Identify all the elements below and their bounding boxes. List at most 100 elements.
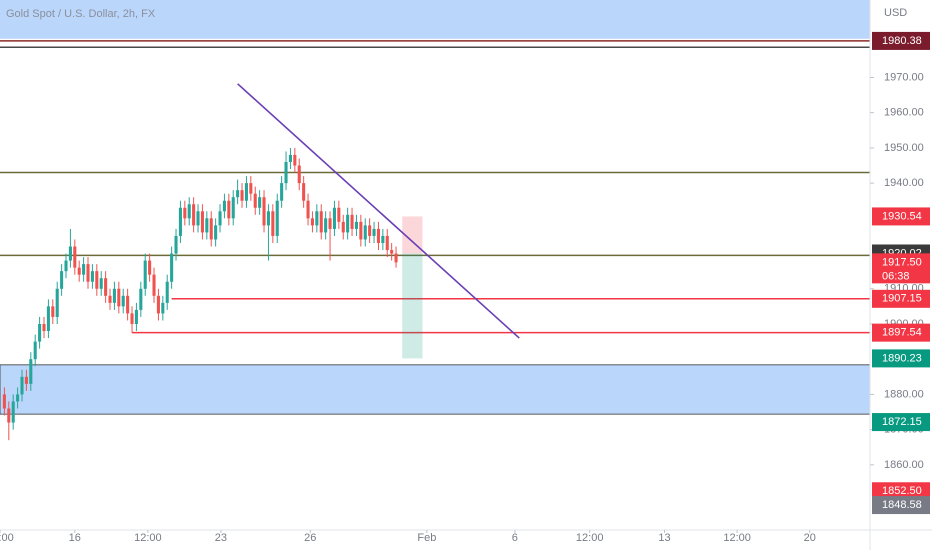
y-tick-label: 1970.00 <box>884 71 924 83</box>
candle-body <box>90 271 94 282</box>
x-tick-label: 12:00 <box>0 532 14 544</box>
x-tick-label: 23 <box>215 532 227 544</box>
price-badge <box>872 31 930 50</box>
price-badge <box>872 482 930 501</box>
candle-body <box>143 260 147 289</box>
candle-body <box>139 288 143 310</box>
candle-body <box>363 225 367 240</box>
candle-body <box>148 260 152 275</box>
chart-title: Gold Spot / U.S. Dollar, 2h, FX <box>6 8 156 20</box>
candle-body <box>231 197 235 219</box>
candle-body <box>341 221 345 233</box>
candle-body <box>29 359 33 384</box>
x-tick-label: 12:00 <box>134 532 162 544</box>
candle-body <box>51 306 55 317</box>
candle-body <box>108 295 112 303</box>
candle-body <box>218 211 222 226</box>
x-tick-label: 12:00 <box>576 532 604 544</box>
candle-body <box>222 200 226 212</box>
candle-body <box>178 207 182 236</box>
price-badge <box>872 349 930 368</box>
price-badge-label: 1917.50 <box>882 256 922 268</box>
price-badge-label: 1907.15 <box>882 293 922 305</box>
candle-body <box>170 253 174 282</box>
candle-body <box>126 295 130 314</box>
candle-body <box>130 313 134 324</box>
candle-body <box>55 288 59 317</box>
candle-body <box>376 228 380 243</box>
candle-body <box>156 295 160 314</box>
candle-body <box>293 154 297 166</box>
candle-body <box>187 204 191 219</box>
price-badge <box>872 496 930 515</box>
candle-body <box>86 264 90 282</box>
candle-body <box>121 295 125 307</box>
candle-body <box>196 211 200 226</box>
price-badge-label: 1872.15 <box>882 416 922 428</box>
candle-body <box>319 211 323 233</box>
candle-body <box>165 281 169 303</box>
candle-body <box>288 154 292 162</box>
candle-body <box>64 260 68 272</box>
candle-body <box>117 288 121 307</box>
x-tick-label: Feb <box>417 532 436 544</box>
candle-body <box>350 214 354 229</box>
candle-body <box>16 394 20 402</box>
candle-body <box>236 190 240 198</box>
price-badge-label: 1980.38 <box>882 35 922 47</box>
candle-body <box>359 221 363 240</box>
price-badge <box>872 323 930 342</box>
candle-body <box>302 183 306 201</box>
candle-body <box>310 218 314 226</box>
y-tick-label: 1880.00 <box>884 388 924 400</box>
y-tick-label: 1950.00 <box>884 142 924 154</box>
price-badge <box>872 413 930 432</box>
price-badge-label: 1852.50 <box>882 485 922 497</box>
candle-body <box>104 278 108 296</box>
candle-body <box>20 376 24 395</box>
candle-body <box>337 207 341 222</box>
candle-body <box>112 288 116 303</box>
price-badge-timer: 06:38 <box>882 270 910 282</box>
candle-body <box>271 211 275 236</box>
candle-body <box>209 218 213 240</box>
price-badge <box>872 207 930 226</box>
candle-body <box>346 214 350 233</box>
x-tick-label: 16 <box>69 532 81 544</box>
candle-body <box>275 200 279 236</box>
y-tick-label: 1960.00 <box>884 107 924 119</box>
candle-body <box>284 161 288 184</box>
x-tick-label: 6 <box>512 532 518 544</box>
candle-body <box>95 271 99 289</box>
zone <box>0 0 870 39</box>
candle-body <box>381 235 385 243</box>
candle-body <box>258 197 262 208</box>
candle-body <box>73 246 77 268</box>
candle-body <box>315 211 319 226</box>
candle-body <box>152 274 156 296</box>
candle-body <box>332 207 336 229</box>
candle-body <box>266 211 270 226</box>
zone <box>0 364 870 415</box>
candle-body <box>77 267 81 275</box>
candle-body <box>99 278 103 289</box>
candle-body <box>2 394 6 409</box>
plot-area <box>0 0 870 441</box>
candle-body <box>205 218 209 233</box>
position-stop-zone <box>402 216 423 254</box>
price-badge-label: 1897.54 <box>882 327 922 339</box>
candle-body <box>390 250 394 254</box>
candle-body <box>306 200 310 219</box>
x-tick-label: 20 <box>804 532 816 544</box>
candle-body <box>183 207 187 219</box>
y-tick-label: 1860.00 <box>884 459 924 471</box>
candle-body <box>60 271 64 289</box>
candle-body <box>227 200 231 219</box>
price-badge-label: 1848.58 <box>882 499 922 511</box>
candle-body <box>368 225 372 236</box>
candle-body <box>244 183 248 201</box>
candle-body <box>385 235 389 251</box>
price-badge <box>872 289 930 308</box>
candle-body <box>262 197 266 226</box>
